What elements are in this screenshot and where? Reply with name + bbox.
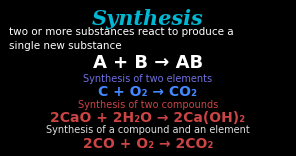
Text: C + O₂ → CO₂: C + O₂ → CO₂ bbox=[99, 85, 197, 99]
Text: single new substance: single new substance bbox=[9, 41, 121, 51]
Text: Synthesis of a compound and an element: Synthesis of a compound and an element bbox=[46, 125, 250, 135]
Text: Synthesis: Synthesis bbox=[92, 9, 204, 29]
Text: two or more substances react to produce a: two or more substances react to produce … bbox=[9, 27, 234, 37]
Text: Synthesis of two elements: Synthesis of two elements bbox=[83, 74, 213, 84]
Text: 2CaO + 2H₂O → 2Ca(OH)₂: 2CaO + 2H₂O → 2Ca(OH)₂ bbox=[50, 111, 246, 125]
Text: Synthesis of two compounds: Synthesis of two compounds bbox=[78, 100, 218, 110]
Text: 2CO + O₂ → 2CO₂: 2CO + O₂ → 2CO₂ bbox=[83, 137, 213, 151]
Text: A + B → AB: A + B → AB bbox=[93, 54, 203, 72]
